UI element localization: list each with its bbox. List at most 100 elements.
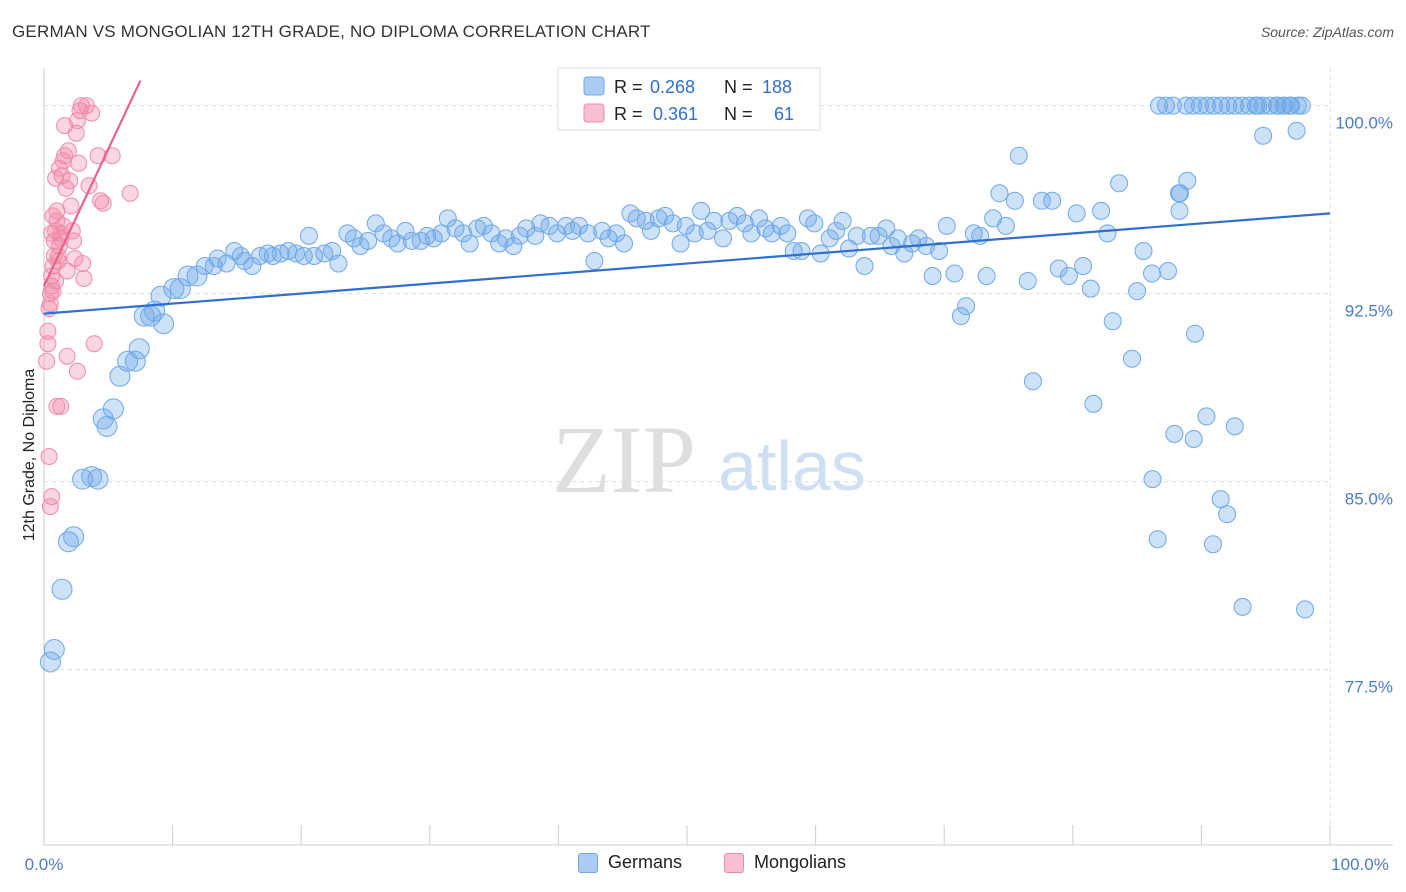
y-tick-label: 77.5% xyxy=(1345,678,1393,697)
point-germans xyxy=(676,216,695,235)
point-germans xyxy=(1268,96,1286,115)
point-germans xyxy=(771,216,790,235)
point-germans xyxy=(1018,272,1037,290)
point-germans xyxy=(1103,312,1122,331)
point-germans xyxy=(517,219,536,238)
point-germans xyxy=(930,242,949,260)
point-germans xyxy=(1143,470,1162,489)
point-germans xyxy=(1233,597,1252,616)
point-germans xyxy=(1247,96,1265,115)
legend-r-label-2: R = xyxy=(614,104,643,124)
bottom-legend-mongolians[interactable]: Mongolians xyxy=(724,852,846,873)
point-germans xyxy=(1198,96,1216,115)
legend-r-value-mongolians: 0.361 xyxy=(653,104,698,124)
point-germans xyxy=(366,214,385,233)
point-germans xyxy=(1143,264,1161,283)
point-germans xyxy=(150,285,172,307)
point-germans xyxy=(96,415,118,437)
point-germans xyxy=(909,229,928,248)
point-germans xyxy=(460,234,479,253)
point-germans xyxy=(1159,262,1177,280)
series-germans xyxy=(39,96,1314,673)
point-germans xyxy=(1157,96,1175,115)
point-germans xyxy=(43,639,65,660)
point-germans xyxy=(1211,490,1230,509)
point-germans xyxy=(827,221,846,240)
point-mongolians xyxy=(74,255,92,272)
point-germans xyxy=(39,651,61,673)
point-mongolians xyxy=(94,194,112,212)
point-germans xyxy=(1150,96,1168,115)
watermark: ZIP atlas xyxy=(552,406,866,513)
point-germans xyxy=(1134,242,1153,260)
point-germans xyxy=(1123,349,1141,368)
germans-swatch xyxy=(578,852,598,873)
point-germans xyxy=(877,219,896,238)
point-germans xyxy=(344,229,363,248)
source-label: Source: ZipAtlas.com xyxy=(1260,24,1394,40)
point-germans xyxy=(957,297,976,316)
point-mongolians xyxy=(75,270,93,287)
point-germans xyxy=(124,350,146,372)
legend-box: R = 0.268 N = 188 R = 0.361 N = 61 xyxy=(557,67,821,131)
point-germans xyxy=(496,229,515,248)
point-germans xyxy=(847,226,866,245)
point-mongolians xyxy=(39,335,57,353)
point-germans xyxy=(1170,201,1189,220)
trendline-mongolians xyxy=(43,80,142,287)
point-mongolians xyxy=(62,197,80,215)
point-germans xyxy=(1067,204,1086,223)
point-germans xyxy=(510,226,529,245)
point-germans xyxy=(1032,191,1051,210)
point-germans xyxy=(1205,96,1223,115)
point-germans xyxy=(1240,96,1258,115)
point-germans xyxy=(820,229,839,248)
point-germans xyxy=(570,216,588,235)
point-germans xyxy=(1233,96,1251,115)
point-germans xyxy=(1081,279,1100,298)
point-germans xyxy=(294,247,313,265)
point-mongolians xyxy=(44,282,62,300)
point-mongolians xyxy=(59,142,77,160)
point-mongolians xyxy=(68,362,86,380)
point-germans xyxy=(1204,535,1222,554)
point-germans xyxy=(72,468,94,490)
chart-title: GERMAN VS MONGOLIAN 12TH GRADE, NO DIPLO… xyxy=(12,22,651,41)
point-mongolians xyxy=(47,169,65,187)
point-mongolians xyxy=(67,124,85,142)
point-germans xyxy=(762,224,781,243)
bottom-legend-germans[interactable]: Germans xyxy=(578,852,682,873)
point-germans xyxy=(1023,372,1042,391)
point-germans xyxy=(805,214,824,233)
point-mongolians xyxy=(83,104,101,122)
point-mongolians xyxy=(61,172,79,190)
legend-n-value-germans: 188 xyxy=(762,77,792,97)
point-germans xyxy=(177,265,199,287)
point-germans xyxy=(454,224,473,243)
point-mongolians xyxy=(41,295,59,313)
mongolians-legend-label: Mongolians xyxy=(754,852,847,872)
point-germans xyxy=(102,398,124,420)
point-germans xyxy=(1275,96,1293,115)
point-germans xyxy=(861,226,880,245)
point-mongolians xyxy=(85,335,103,353)
point-mongolians xyxy=(43,224,61,242)
point-germans xyxy=(1292,96,1311,115)
point-germans xyxy=(750,209,768,228)
point-germans xyxy=(208,249,227,268)
legend-swatch-germans xyxy=(583,76,605,96)
point-mongolians xyxy=(47,272,65,290)
point-mongolians xyxy=(58,347,76,365)
point-germans xyxy=(895,244,914,263)
y-tick-label: 85.0% xyxy=(1345,490,1393,509)
trend-layer xyxy=(43,80,1331,315)
point-germans xyxy=(1049,259,1068,278)
point-germans xyxy=(869,226,888,245)
point-germans xyxy=(153,313,175,335)
point-germans xyxy=(1009,146,1028,165)
point-germans xyxy=(396,221,415,240)
point-mongolians xyxy=(38,352,56,370)
point-germans xyxy=(1148,530,1167,549)
series-layer xyxy=(38,96,1314,673)
